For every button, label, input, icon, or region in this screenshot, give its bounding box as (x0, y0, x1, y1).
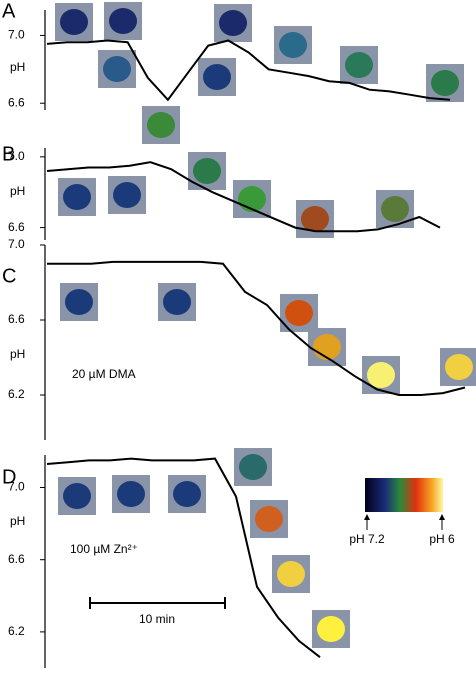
cell-body (277, 561, 305, 587)
cell-body (109, 8, 137, 34)
data-line (46, 457, 321, 658)
cell-body (285, 300, 313, 326)
panel-letter: C (2, 265, 16, 287)
cell-body (173, 481, 201, 507)
y-tick-label: 7.0 (8, 149, 25, 163)
cell-body (63, 483, 91, 509)
cell-body (317, 616, 345, 642)
colorbar-arrowhead (439, 514, 445, 520)
annotation: 20 µM DMA (72, 367, 136, 381)
y-tick-label: 6.6 (8, 95, 25, 109)
data-line (46, 161, 441, 233)
cell-body (301, 206, 329, 232)
y-tick-label: 7.0 (8, 237, 25, 251)
y-axis-label: pH (10, 514, 25, 528)
cell-body (255, 506, 283, 532)
y-tick-label: 6.2 (8, 624, 25, 638)
y-tick-label: 7.0 (8, 480, 25, 494)
cell-body (381, 196, 409, 222)
y-axis-label: pH (10, 347, 25, 361)
data-line (47, 260, 466, 396)
colorbar-label: pH 7.2 (349, 532, 385, 546)
cell-body (193, 158, 221, 184)
cell-body (219, 10, 247, 36)
cell-body (445, 354, 473, 380)
cell-body (239, 454, 267, 480)
scale-bar-label: 10 min (139, 612, 175, 626)
y-tick-label: 6.6 (8, 220, 25, 234)
colorbar-label: pH 6 (429, 532, 455, 546)
panel-letter: A (2, 0, 16, 22)
y-tick-label: 6.2 (8, 387, 25, 401)
cell-body (65, 289, 93, 315)
y-axis-label: pH (10, 60, 25, 74)
cell-body (203, 64, 231, 90)
annotation: 100 µM Zn²⁺ (70, 542, 138, 556)
cell-body (60, 9, 88, 35)
y-axis-label: pH (10, 184, 25, 198)
cell-body (147, 112, 175, 138)
cell-body (163, 289, 191, 315)
cell-body (103, 56, 131, 82)
cell-body (117, 481, 145, 507)
colorbar-arrowhead (364, 514, 370, 520)
colorbar (365, 478, 443, 512)
panel-letter: D (2, 466, 16, 488)
cell-body (63, 184, 91, 210)
cell-body (279, 32, 307, 58)
panel-letter: B (2, 143, 15, 165)
y-tick-label: 6.6 (8, 312, 25, 326)
y-tick-label: 7.0 (8, 28, 25, 42)
cell-body (113, 182, 141, 208)
cell-body (313, 334, 341, 360)
cell-body (345, 52, 373, 78)
data-line (46, 39, 451, 102)
cell-body (431, 70, 459, 96)
cell-body (367, 362, 395, 388)
y-tick-label: 6.6 (8, 552, 25, 566)
